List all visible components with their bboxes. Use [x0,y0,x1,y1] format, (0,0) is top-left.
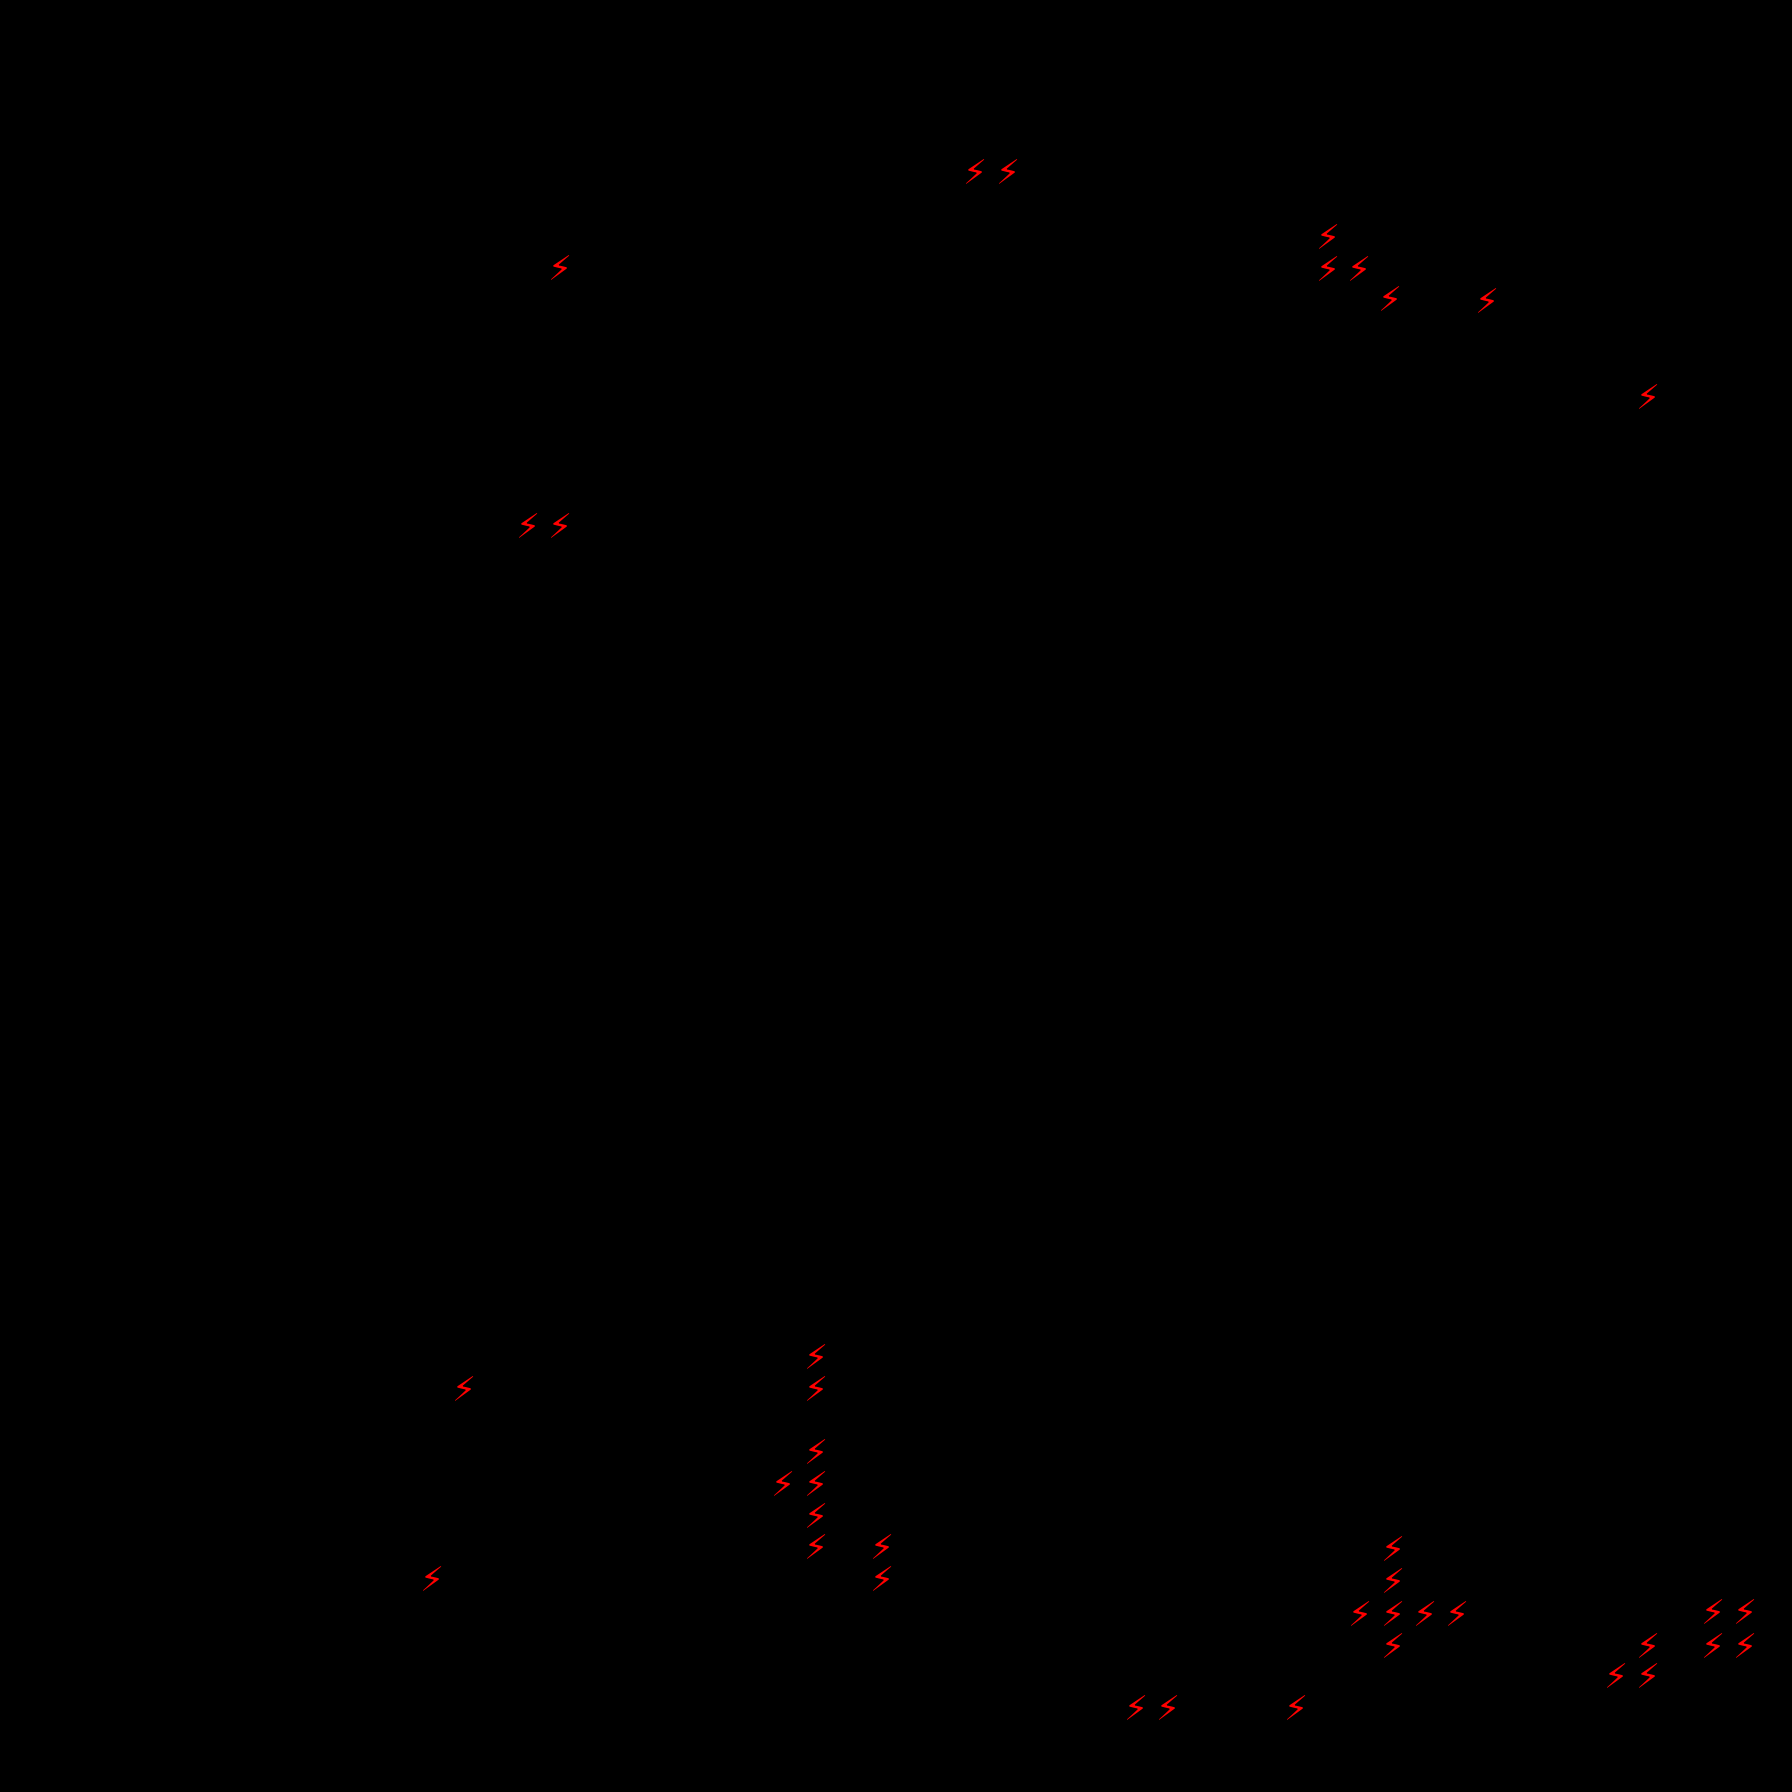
lightning-bolt-icon[interactable]: ⚡︎ [1445,1595,1469,1635]
lightning-bolt-icon[interactable]: ⚡︎ [1636,378,1660,418]
lightning-bolt-icon[interactable]: ⚡︎ [452,1370,476,1410]
lightning-bolt-icon[interactable]: ⚡︎ [804,1528,828,1568]
lightning-bolt-icon[interactable]: ⚡︎ [996,153,1020,193]
lightning-bolt-icon[interactable]: ⚡︎ [1381,1562,1405,1602]
lightning-bolt-icon[interactable]: ⚡︎ [1701,1627,1725,1667]
lightning-bolt-icon[interactable]: ⚡︎ [804,1370,828,1410]
lightning-bolt-icon[interactable]: ⚡︎ [963,153,987,193]
lightning-bolt-icon[interactable]: ⚡︎ [804,1338,828,1378]
lightning-bolt-icon[interactable]: ⚡︎ [1381,1595,1405,1635]
lightning-bolt-icon[interactable]: ⚡︎ [804,1497,828,1537]
lightning-bolt-icon[interactable]: ⚡︎ [1381,1627,1405,1667]
lightning-bolt-icon[interactable]: ⚡︎ [870,1528,894,1568]
lightning-bolt-icon[interactable]: ⚡︎ [1636,1657,1660,1697]
lightning-bolt-icon[interactable]: ⚡︎ [1316,218,1340,258]
lightning-bolt-icon[interactable]: ⚡︎ [771,1465,795,1505]
lightning-bolt-icon[interactable]: ⚡︎ [1604,1657,1628,1697]
lightning-bolt-icon[interactable]: ⚡︎ [804,1433,828,1473]
lightning-bolt-icon[interactable]: ⚡︎ [516,507,540,547]
lightning-bolt-icon[interactable]: ⚡︎ [870,1560,894,1600]
lightning-bolt-icon[interactable]: ⚡︎ [1316,250,1340,290]
lightning-bolt-icon[interactable]: ⚡︎ [1348,1595,1372,1635]
lightning-bolt-icon[interactable]: ⚡︎ [1378,280,1402,320]
lightning-bolt-icon[interactable]: ⚡︎ [1733,1627,1757,1667]
lightning-bolt-icon[interactable]: ⚡︎ [1413,1595,1437,1635]
lightning-bolt-icon[interactable]: ⚡︎ [1733,1593,1757,1633]
lightning-bolt-icon[interactable]: ⚡︎ [420,1560,444,1600]
lightning-bolt-icon[interactable]: ⚡︎ [1124,1689,1148,1729]
lightning-bolt-icon[interactable]: ⚡︎ [1475,282,1499,322]
lightning-bolt-icon[interactable]: ⚡︎ [1701,1593,1725,1633]
lightning-bolt-icon[interactable]: ⚡︎ [804,1465,828,1505]
lightning-bolt-icon[interactable]: ⚡︎ [548,507,572,547]
lightning-bolt-icon[interactable]: ⚡︎ [1381,1530,1405,1570]
lightning-bolt-icon[interactable]: ⚡︎ [1347,250,1371,290]
lightning-bolt-icon[interactable]: ⚡︎ [548,249,572,289]
lightning-bolt-icon[interactable]: ⚡︎ [1284,1689,1308,1729]
lightning-bolt-icon[interactable]: ⚡︎ [1156,1689,1180,1729]
lightning-bolt-icon[interactable]: ⚡︎ [1636,1627,1660,1667]
